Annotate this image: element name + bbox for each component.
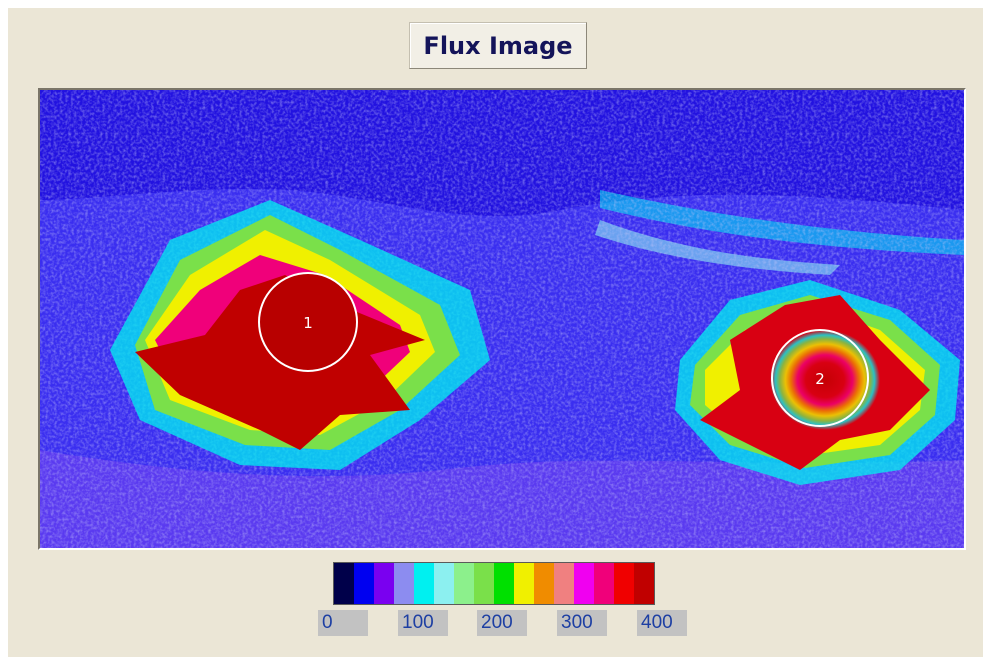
color-swatch-12 xyxy=(574,563,594,604)
scale-tick-300: 300 xyxy=(557,610,607,636)
flux-image-plot: 1 2 xyxy=(38,88,966,550)
color-scale-bar xyxy=(333,562,655,605)
roi-label-1: 1 xyxy=(303,314,313,332)
color-swatch-13 xyxy=(594,563,614,604)
color-swatch-3 xyxy=(394,563,414,604)
roi-circle-1 xyxy=(258,272,358,372)
roi-label-2: 2 xyxy=(815,370,825,388)
color-swatch-9 xyxy=(514,563,534,604)
scale-tick-0: 0 xyxy=(318,610,368,636)
hotspot-2-center xyxy=(770,330,880,430)
flux-heatmap: 1 2 xyxy=(40,90,964,548)
scale-tick-200: 200 xyxy=(477,610,527,636)
color-swatch-2 xyxy=(374,563,394,604)
color-swatch-1 xyxy=(354,563,374,604)
color-swatch-11 xyxy=(554,563,574,604)
color-swatch-14 xyxy=(614,563,634,604)
color-swatch-15 xyxy=(634,563,654,604)
color-swatch-8 xyxy=(494,563,514,604)
color-swatch-7 xyxy=(474,563,494,604)
flux-image-title-button[interactable]: Flux Image xyxy=(409,22,587,69)
color-swatch-4 xyxy=(414,563,434,604)
scale-tick-400: 400 xyxy=(637,610,687,636)
roi-circle-2 xyxy=(771,329,869,427)
color-swatch-5 xyxy=(434,563,454,604)
scale-tick-100: 100 xyxy=(398,610,448,636)
color-swatch-6 xyxy=(454,563,474,604)
color-swatch-10 xyxy=(534,563,554,604)
flux-image-window: Flux Image xyxy=(8,8,983,657)
color-swatch-0 xyxy=(334,563,354,604)
